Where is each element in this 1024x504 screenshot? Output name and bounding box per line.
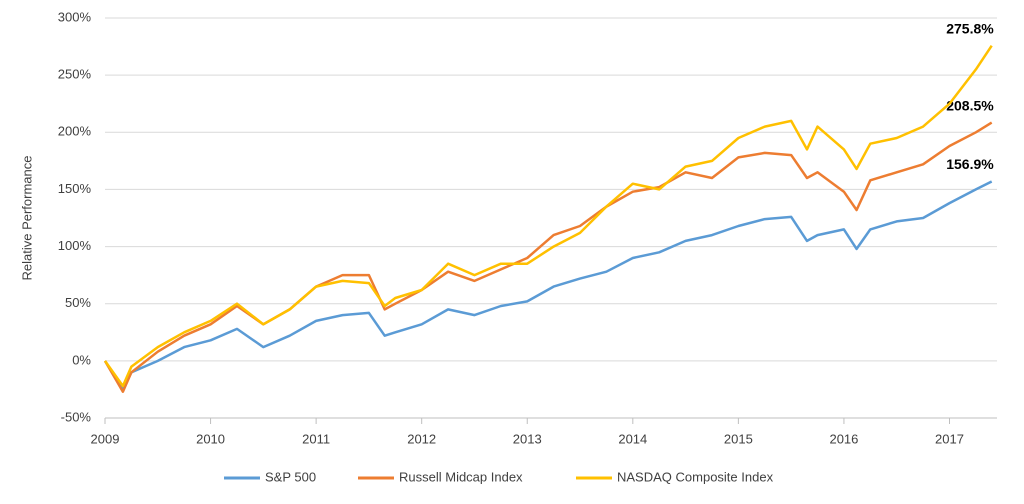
y-tick-label: 250% [58,67,92,82]
legend-label: S&P 500 [265,469,316,484]
series-line [103,45,993,388]
x-tick-label: 2012 [407,431,436,446]
y-tick-label: 150% [58,181,92,196]
legend-label: NASDAQ Composite Index [617,469,774,484]
y-tick-label: 100% [58,238,92,253]
x-tick-label: 2014 [618,431,647,446]
data-label: 275.8% [946,20,994,36]
x-tick-label: 2011 [302,431,330,446]
data-label: 156.9% [946,156,994,172]
y-tick-label: 200% [58,124,92,139]
series-line [103,180,993,391]
y-tick-label: 300% [58,9,92,24]
x-tick-label: 2013 [513,431,542,446]
x-tick-label: 2016 [829,431,858,446]
y-axis-label: Relative Performance [19,156,34,281]
data-label: 208.5% [946,97,994,113]
x-tick-label: 2010 [196,431,225,446]
x-tick-label: 2017 [935,431,964,446]
y-tick-label: 50% [65,295,91,310]
y-tick-label: 0% [72,352,91,367]
y-tick-label: -50% [61,409,92,424]
legend-label: Russell Midcap Index [399,469,523,484]
x-tick-label: 2015 [724,431,753,446]
x-tick-label: 2009 [91,431,120,446]
